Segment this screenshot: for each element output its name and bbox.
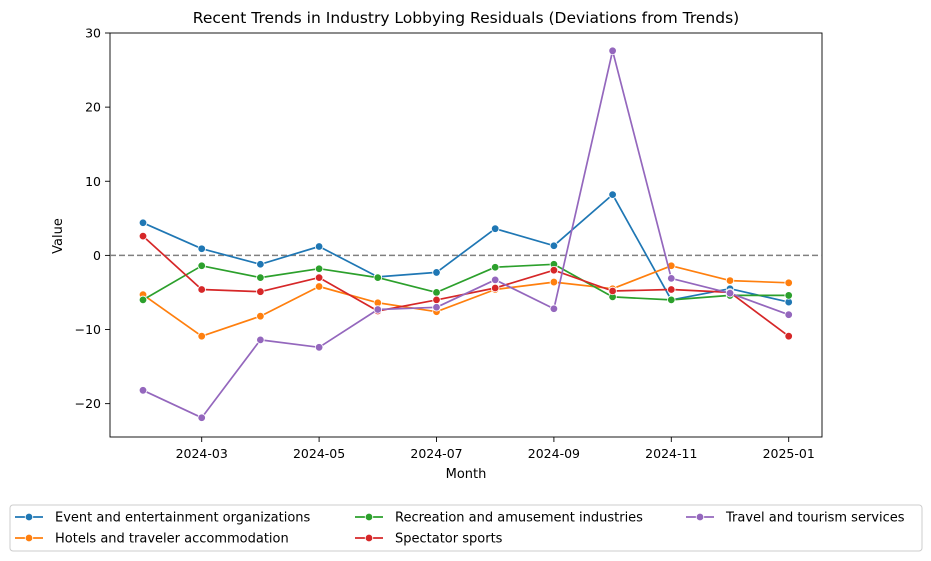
data-point bbox=[491, 224, 500, 233]
series-line bbox=[142, 263, 789, 301]
legend-item: Spectator sports bbox=[355, 532, 503, 547]
data-point bbox=[491, 275, 500, 285]
series-line bbox=[142, 264, 789, 338]
data-point bbox=[197, 331, 206, 341]
x-axis-label: Month bbox=[446, 467, 487, 482]
data-point bbox=[432, 295, 441, 305]
y-tick-label: −10 bbox=[75, 322, 101, 337]
data-point bbox=[667, 285, 676, 294]
data-point bbox=[314, 343, 324, 352]
data-point bbox=[314, 264, 324, 273]
x-tick-label: 2025-01 bbox=[763, 446, 815, 461]
series-3 bbox=[138, 260, 793, 305]
data-point bbox=[667, 274, 676, 283]
data-point bbox=[138, 218, 148, 227]
data-point bbox=[256, 260, 265, 269]
data-point bbox=[725, 288, 735, 298]
legend-swatch-marker bbox=[695, 512, 705, 522]
data-point bbox=[549, 266, 559, 275]
plot-area: −20 −10 0 10 20 30 2024-03 2024-05 2024-07 2024-0… bbox=[75, 26, 823, 461]
data-point bbox=[256, 311, 265, 321]
data-point bbox=[197, 261, 206, 270]
data-point bbox=[256, 273, 265, 282]
legend-item: Hotels and traveler accommodation bbox=[15, 532, 289, 547]
data-point bbox=[608, 190, 617, 199]
legend-label: Recreation and amusement industries bbox=[395, 511, 643, 526]
x-tick-label: 2024-07 bbox=[410, 446, 462, 461]
data-point bbox=[138, 231, 148, 241]
x-tick-label: 2024-03 bbox=[176, 446, 228, 461]
y-tick-label: −20 bbox=[75, 396, 101, 411]
data-point bbox=[432, 268, 441, 277]
data-point bbox=[314, 242, 324, 251]
data-point bbox=[256, 287, 265, 296]
legend-label: Event and entertainment organizations bbox=[55, 511, 311, 526]
chart-title: Recent Trends in Industry Lobbying Resid… bbox=[193, 9, 739, 27]
data-point bbox=[784, 278, 793, 288]
data-point bbox=[197, 285, 206, 294]
legend-label: Hotels and traveler accommodation bbox=[55, 532, 289, 547]
data-point bbox=[373, 273, 382, 282]
data-point bbox=[197, 244, 206, 253]
data-point bbox=[608, 286, 617, 296]
series-line bbox=[142, 49, 789, 419]
legend-item: Event and entertainment organizations bbox=[15, 511, 311, 526]
data-point bbox=[784, 331, 793, 341]
data-point bbox=[314, 282, 324, 291]
data-point bbox=[373, 305, 382, 314]
x-tick-label: 2024-09 bbox=[528, 446, 580, 461]
legend-swatch-marker bbox=[364, 512, 374, 522]
data-point bbox=[138, 295, 148, 305]
data-point bbox=[608, 46, 617, 55]
x-tick-label: 2024-11 bbox=[645, 446, 697, 461]
data-point bbox=[491, 283, 500, 293]
data-point bbox=[784, 310, 793, 319]
data-point bbox=[725, 276, 735, 285]
legend-swatch-marker bbox=[24, 512, 34, 522]
legend-item: Travel and tourism services bbox=[686, 511, 905, 526]
data-point bbox=[491, 263, 500, 272]
data-point bbox=[432, 288, 441, 297]
legend: Event and entertainment organizations Hot… bbox=[9, 504, 923, 552]
y-tick-label: 10 bbox=[85, 174, 101, 189]
data-point bbox=[549, 277, 559, 287]
legend-swatch-marker bbox=[24, 533, 34, 543]
data-point bbox=[256, 335, 265, 345]
data-point bbox=[784, 291, 793, 300]
series-1 bbox=[138, 190, 793, 307]
series-5 bbox=[138, 46, 793, 422]
x-tick-label: 2024-05 bbox=[293, 446, 345, 461]
y-tick-label: 0 bbox=[93, 248, 101, 263]
legend-swatch-marker bbox=[364, 533, 374, 543]
data-point bbox=[432, 303, 441, 312]
data-point bbox=[667, 295, 676, 305]
legend-label: Spectator sports bbox=[395, 532, 503, 547]
data-point bbox=[197, 413, 206, 422]
series-line bbox=[142, 193, 789, 303]
legend-item: Recreation and amusement industries bbox=[355, 511, 643, 526]
y-tick-label: 20 bbox=[85, 100, 101, 115]
plot-frame bbox=[109, 32, 823, 438]
y-tick-label: 30 bbox=[85, 26, 101, 41]
data-point bbox=[549, 241, 559, 250]
legend-label: Travel and tourism services bbox=[725, 511, 905, 526]
data-point bbox=[314, 273, 324, 282]
data-point bbox=[549, 304, 559, 313]
y-axis-label: Value bbox=[51, 218, 66, 254]
data-point bbox=[138, 386, 148, 395]
